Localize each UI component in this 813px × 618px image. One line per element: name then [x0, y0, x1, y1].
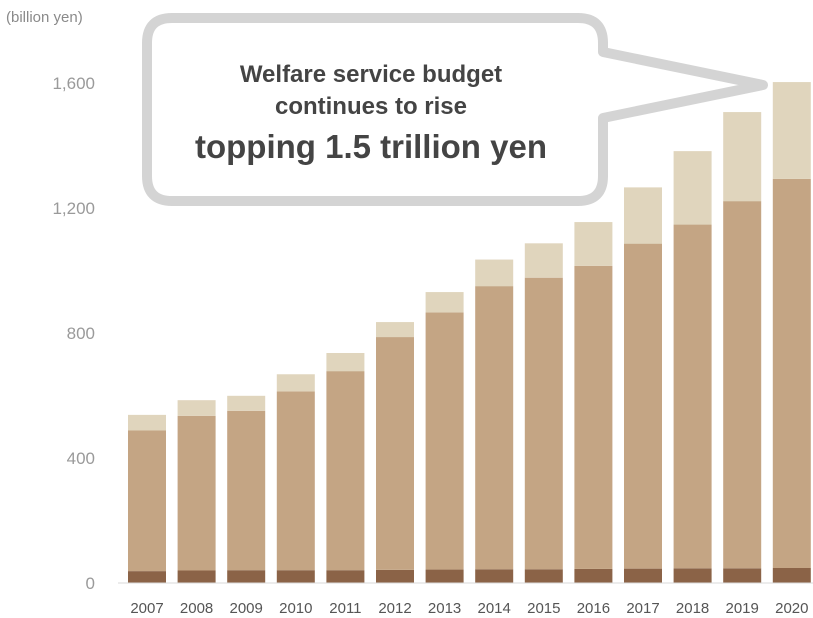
bar-segment-3 [624, 187, 662, 244]
bar-segment-1 [425, 569, 464, 583]
bar-segment-3 [475, 259, 514, 287]
x-tick-label: 2012 [378, 600, 411, 617]
x-tick-label: 2014 [478, 600, 511, 617]
x-tick-label: 2010 [279, 600, 312, 617]
bar-segment-1 [574, 568, 613, 583]
y-tick-label: 1,600 [52, 74, 95, 93]
bar-segment-2 [376, 337, 414, 570]
x-tick-label: 2017 [626, 600, 659, 617]
callout-line-2: continues to rise [275, 93, 467, 120]
x-tick-label: 2019 [726, 600, 759, 617]
x-axis: 2007 2008 2009 2010 2011 2012 2013 2014 2015 2016… [130, 600, 808, 617]
bar-segment-2 [227, 410, 266, 571]
bar-segment-1 [376, 569, 414, 583]
x-tick-label: 2013 [428, 600, 461, 617]
bar-segment-1 [128, 571, 166, 583]
bar-segment-3 [227, 395, 266, 411]
bar-segment-3 [376, 322, 414, 338]
bar-segment-2 [177, 415, 216, 571]
bar-segment-1 [772, 568, 811, 583]
y-axis: 0 400 800 1,200 1,600 [52, 74, 95, 593]
bar-segment-2 [425, 312, 464, 570]
bar-segment-2 [673, 224, 712, 569]
bar-segment-1 [177, 570, 216, 583]
y-tick-label: 400 [67, 449, 95, 468]
bar-segment-3 [425, 292, 464, 313]
bar-segment-1 [475, 569, 514, 583]
bar-segment-2 [723, 201, 762, 569]
bar-segment-3 [524, 243, 563, 278]
bar-segment-3 [673, 151, 712, 225]
bar-segment-3 [723, 112, 762, 202]
bar-segment-2 [624, 243, 662, 569]
y-axis-unit-label: (billion yen) [6, 9, 83, 26]
bar-segment-3 [772, 82, 811, 179]
bar-segment-2 [772, 178, 811, 568]
bar-segment-1 [276, 570, 315, 583]
x-tick-label: 2008 [180, 600, 213, 617]
bar-segment-2 [276, 391, 315, 571]
callout: Welfare service budget continues to rise… [142, 13, 768, 206]
bar-segment-1 [227, 570, 266, 583]
bars [128, 82, 811, 583]
x-tick-label: 2018 [676, 600, 709, 617]
x-tick-label: 2016 [577, 600, 610, 617]
x-tick-label: 2020 [775, 600, 808, 617]
bar-segment-2 [574, 265, 613, 569]
bar-segment-2 [128, 430, 166, 572]
bar-segment-3 [574, 222, 613, 266]
bar-segment-1 [723, 568, 762, 583]
x-tick-label: 2007 [130, 600, 163, 617]
callout-line-1: Welfare service budget [240, 61, 502, 88]
bar-segment-1 [624, 568, 662, 583]
bar-segment-2 [326, 371, 365, 571]
y-tick-label: 800 [67, 324, 95, 343]
x-tick-label: 2015 [527, 600, 560, 617]
bar-segment-2 [475, 286, 514, 570]
bar-segment-1 [524, 569, 563, 583]
bar-segment-2 [524, 277, 563, 570]
y-tick-label: 0 [86, 574, 95, 593]
y-tick-label: 1,200 [52, 199, 95, 218]
bar-segment-1 [326, 570, 365, 583]
bar-segment-1 [673, 568, 712, 583]
bar-segment-3 [326, 353, 365, 372]
bar-segment-3 [177, 400, 216, 416]
bar-segment-3 [276, 374, 315, 392]
bar-segment-3 [128, 414, 166, 431]
callout-line-3: topping 1.5 trillion yen [195, 128, 547, 165]
callout-bubble [142, 13, 768, 206]
x-tick-label: 2009 [230, 600, 263, 617]
x-tick-label: 2011 [329, 600, 361, 617]
